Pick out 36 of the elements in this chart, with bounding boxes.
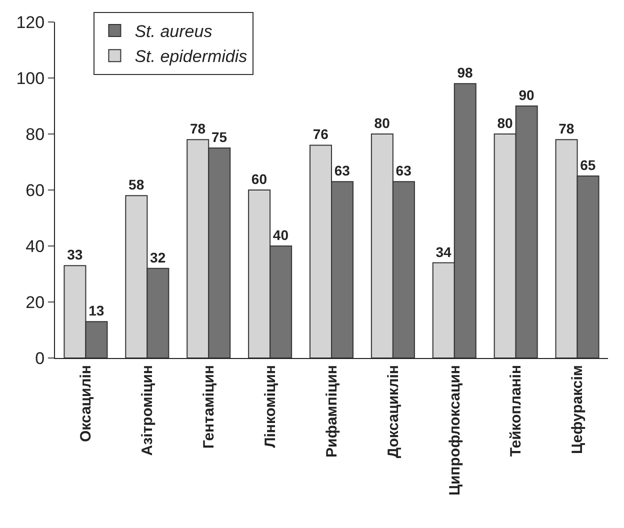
data-label: 63 bbox=[334, 162, 350, 179]
data-label: 80 bbox=[497, 115, 513, 131]
y-tick-label: 120 bbox=[16, 12, 45, 32]
data-label: 32 bbox=[150, 249, 166, 266]
x-tick-label: Тейкопланін bbox=[508, 365, 525, 457]
y-tick-label: 0 bbox=[35, 348, 45, 368]
y-tick-label: 40 bbox=[26, 236, 45, 256]
y-tick-label: 60 bbox=[26, 180, 45, 200]
data-label: 40 bbox=[272, 227, 289, 243]
data-label: 60 bbox=[251, 171, 268, 187]
x-tick-label: Цефураксім bbox=[569, 365, 586, 454]
data-label: 34 bbox=[436, 244, 452, 260]
data-label: 80 bbox=[374, 115, 390, 131]
data-label: 33 bbox=[67, 246, 83, 263]
data-label: 63 bbox=[396, 162, 412, 179]
data-label: 78 bbox=[558, 120, 574, 137]
x-tick-label: Оксацилін bbox=[78, 365, 95, 442]
x-tick-label: Азітроміцин bbox=[139, 365, 156, 456]
data-label: 98 bbox=[457, 64, 474, 81]
y-tick-label: 80 bbox=[26, 124, 45, 144]
x-tick-label: Ципрофлоксацин bbox=[446, 365, 464, 496]
y-tick-label: 100 bbox=[16, 68, 45, 88]
x-tick-label: Лінкоміцин bbox=[262, 365, 279, 448]
data-label: 65 bbox=[580, 157, 596, 173]
legend-label: St. epidermidis bbox=[134, 47, 248, 66]
x-tick-label: Доксациклін bbox=[384, 365, 402, 458]
data-label: 13 bbox=[88, 302, 104, 319]
data-label: 58 bbox=[128, 176, 144, 193]
y-tick-label: 20 bbox=[26, 292, 45, 312]
data-label: 76 bbox=[312, 126, 329, 142]
data-label: 78 bbox=[190, 120, 206, 137]
data-label: 75 bbox=[211, 129, 228, 145]
data-label: 90 bbox=[518, 87, 534, 103]
legend-label: St. aureus bbox=[134, 22, 213, 42]
x-tick-label: Рифампіцин bbox=[323, 365, 340, 458]
x-tick-label: Гентаміцин bbox=[200, 365, 218, 449]
